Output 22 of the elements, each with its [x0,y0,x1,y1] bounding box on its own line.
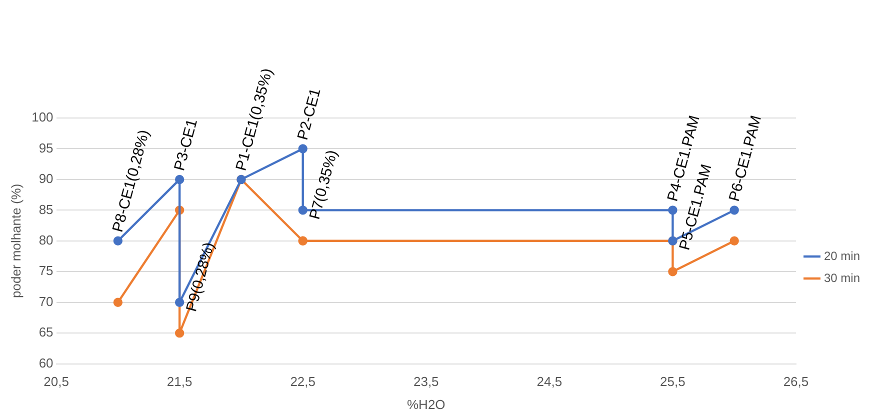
y-tick-label: 75 [38,263,54,278]
x-tick-label: 22,5 [290,374,316,390]
x-tick-label: 21,5 [166,374,192,390]
legend-label: 30 min [824,270,860,285]
y-tick-label: 90 [38,171,54,186]
y-tick-label: 70 [38,294,54,309]
x-tick-label: 26,5 [783,374,809,390]
y-tick-label: 85 [38,202,54,217]
y-tick-label: 80 [38,232,54,248]
annotation: P2-CE1 [294,86,324,142]
legend-label: 20 min [824,248,860,263]
annotation: P3-CE1 [171,117,202,172]
y-tick-label: 95 [38,140,54,156]
x-axis-title: %H2O [406,396,446,412]
x-tick-label: 24,5 [536,374,562,390]
y-tick-label: 60 [38,355,54,370]
x-tick-label: 25,5 [660,374,686,390]
x-tick-label: 20,5 [44,374,69,390]
y-tick-label: 65 [38,324,54,340]
y-axis-title: poder molhante (%) [8,184,24,298]
x-tick-label: 23,5 [413,374,439,390]
y-tick-label: 100 [32,110,54,125]
